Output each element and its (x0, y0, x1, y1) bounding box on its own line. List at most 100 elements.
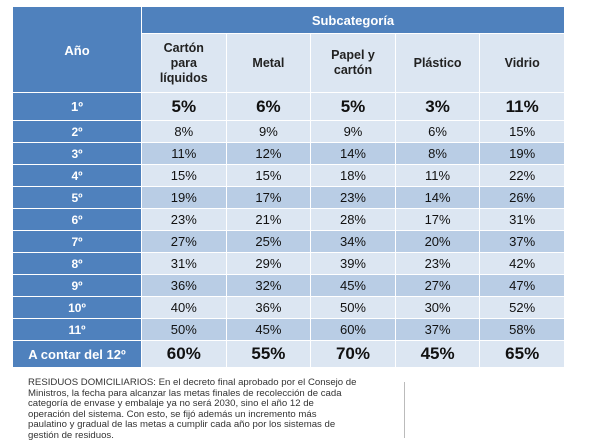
table-cell: 40% (141, 296, 227, 319)
table-cell: 6% (394, 120, 481, 143)
table-cell: 39% (310, 252, 396, 275)
header-row-top: Año Subcategoría (12, 6, 565, 93)
table-cell: 17% (225, 186, 312, 209)
table-cell: 65% (479, 340, 565, 368)
table-cell: 23% (141, 208, 227, 231)
table-cell: 27% (394, 274, 481, 297)
table-cell: 18% (310, 164, 396, 187)
column-header-papel-carton: Papel y cartón (310, 33, 396, 93)
table-cell: 9% (225, 120, 312, 143)
table-row: 4º 15% 15% 18% 11% 22% (12, 164, 565, 187)
table-cell: 28% (310, 208, 396, 231)
goals-table-container: Año Subcategoría Cartón para líquidos Me… (12, 6, 565, 368)
table-cell: 17% (394, 208, 481, 231)
table-cell: 37% (479, 230, 565, 253)
table-cell: 14% (394, 186, 481, 209)
table-cell: 27% (141, 230, 227, 253)
row-year: 2º (12, 120, 142, 143)
column-header-carton-liquidos: Cartón para líquidos (141, 33, 227, 93)
table-row: 11º 50% 45% 60% 37% 58% (12, 318, 565, 341)
table-row: 3º 11% 12% 14% 8% 19% (12, 142, 565, 165)
table-cell: 31% (141, 252, 227, 275)
table-cell: 15% (479, 120, 565, 143)
table-cell: 50% (141, 318, 227, 341)
table-cell: 12% (225, 142, 312, 165)
row-year: 4º (12, 164, 142, 187)
table-cell: 6% (225, 92, 312, 121)
table-cell: 23% (394, 252, 481, 275)
table-cell: 26% (479, 186, 565, 209)
table-cell: 11% (479, 92, 565, 121)
table-cell: 36% (141, 274, 227, 297)
column-header-line: líquidos (159, 70, 208, 85)
table-row: 7º 27% 25% 34% 20% 37% (12, 230, 565, 253)
table-cell: 14% (310, 142, 396, 165)
table-row: 1º 5% 6% 5% 3% 11% (12, 92, 565, 121)
table-cell: 5% (310, 92, 396, 121)
table-cell: 29% (225, 252, 312, 275)
column-header-plastico: Plástico (394, 33, 481, 93)
table-cell: 45% (394, 340, 481, 368)
table-row: 8º 31% 29% 39% 23% 42% (12, 252, 565, 275)
row-year: 8º (12, 252, 142, 275)
table-cell: 8% (394, 142, 481, 165)
table-cell: 20% (394, 230, 481, 253)
table-cell: 60% (141, 340, 227, 368)
table-cell: 23% (310, 186, 396, 209)
row-year: 9º (12, 274, 142, 297)
row-year: 3º (12, 142, 142, 165)
column-header-metal: Metal (225, 33, 312, 93)
table-row: A contar del 12º 60% 55% 70% 45% 65% (12, 340, 565, 368)
goals-table: Año Subcategoría Cartón para líquidos Me… (12, 6, 565, 368)
row-year: 7º (12, 230, 142, 253)
table-row: 2º 8% 9% 9% 6% 15% (12, 120, 565, 143)
table-cell: 47% (479, 274, 565, 297)
table-cell: 22% (479, 164, 565, 187)
row-year: 5º (12, 186, 142, 209)
table-cell: 36% (225, 296, 312, 319)
row-year: 6º (12, 208, 142, 231)
table-cell: 15% (225, 164, 312, 187)
table-cell: 70% (310, 340, 396, 368)
table-cell: 25% (225, 230, 312, 253)
table-cell: 34% (310, 230, 396, 253)
column-header-vidrio: Vidrio (479, 33, 565, 93)
table-cell: 42% (479, 252, 565, 275)
table-cell: 60% (310, 318, 396, 341)
table-cell: 31% (479, 208, 565, 231)
table-cell: 11% (141, 142, 227, 165)
table-cell: 15% (141, 164, 227, 187)
table-cell: 19% (141, 186, 227, 209)
table-row: 6º 23% 21% 28% 17% 31% (12, 208, 565, 231)
row-year: A contar del 12º (12, 340, 142, 368)
row-year: 10º (12, 296, 142, 319)
table-cell: 5% (141, 92, 227, 121)
header-row-columns: Cartón para líquidos Metal Papel y cartó… (13, 33, 565, 93)
table-cell: 3% (394, 92, 481, 121)
table-cell: 11% (394, 164, 481, 187)
column-header-line: Metal (252, 55, 285, 70)
column-header-line: Plástico (413, 55, 462, 70)
column-header-line: Vidrio (504, 55, 540, 70)
column-header-line: para (170, 55, 197, 70)
table-row: 5º 19% 17% 23% 14% 26% (12, 186, 565, 209)
row-year: 11º (12, 318, 142, 341)
table-cell: 58% (479, 318, 565, 341)
table-cell: 45% (225, 318, 312, 341)
table-cell: 21% (225, 208, 312, 231)
table-cell: 9% (310, 120, 396, 143)
divider (404, 382, 405, 438)
footnote-text: RESIDUOS DOMICILIARIOS: En el decreto fi… (28, 377, 357, 441)
table-cell: 37% (394, 318, 481, 341)
column-header-line: cartón (333, 63, 373, 77)
table-cell: 30% (394, 296, 481, 319)
table-row: 10º 40% 36% 50% 30% 52% (12, 296, 565, 319)
table-cell: 32% (225, 274, 312, 297)
table-cell: 52% (479, 296, 565, 319)
row-year: 1º (12, 92, 142, 121)
year-header: Año (12, 6, 142, 93)
table-cell: 19% (479, 142, 565, 165)
column-header-line: Cartón (163, 40, 204, 55)
table-cell: 55% (225, 340, 312, 368)
table-cell: 50% (310, 296, 396, 319)
